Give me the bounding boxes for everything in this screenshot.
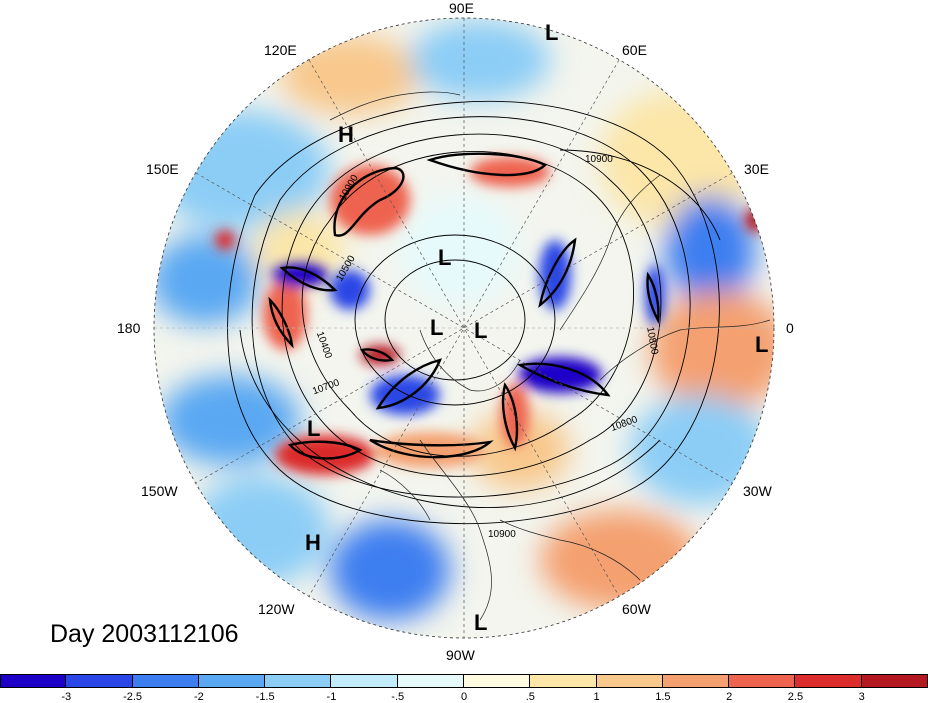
colorbar-tick-label: -2 (193, 691, 204, 703)
high-pressure-label: H (305, 530, 321, 555)
colorbar-tick-label: 0 (460, 691, 468, 703)
map-boundary (153, 17, 775, 639)
lon-label-0: 0 (786, 320, 794, 336)
colorbar-tick-label: -1 (326, 691, 337, 703)
lon-label-150w: 150W (141, 483, 178, 499)
colorbar-tick-label: 3 (858, 691, 865, 703)
graticule (154, 18, 774, 638)
lon-label-120e: 120E (264, 42, 297, 58)
colorbar-segment (66, 674, 133, 688)
colorbar-tick-label: 1 (593, 691, 600, 703)
coastlines (329, 91, 771, 621)
colorbar: -3 -2.5 -2 -1.5 -1 -.5 0 .5 1 1.5 2 2.5 3 (0, 674, 928, 703)
low-pressure-label: L (307, 416, 320, 441)
colorbar-segment (265, 674, 332, 688)
colorbar-tick-label: .5 (525, 691, 535, 703)
lon-label-150e: 150E (146, 161, 179, 177)
jet-contours (268, 152, 660, 460)
colorbar-segment (662, 674, 730, 688)
low-pressure-label: L (755, 332, 768, 357)
low-pressure-label: L (474, 318, 487, 343)
lon-label-120w: 120W (258, 601, 295, 617)
polar-stereographic-map: 10900 10900 10500 10400 10700 10900 1080… (117, 0, 794, 663)
low-pressure-label: L (545, 20, 558, 45)
contour-label: 10800 (644, 326, 660, 356)
colorbar-segment (729, 674, 796, 688)
colorbar-tick-label: -2.5 (123, 691, 143, 703)
lon-label-180: 180 (117, 320, 141, 336)
day-label: Day 2003112106 (50, 620, 239, 648)
colorbar-segment (861, 674, 928, 688)
colorbar-segment (397, 674, 464, 688)
colorbar-tick-label: -.5 (391, 691, 405, 703)
height-contours (227, 100, 721, 525)
colorbar-tick-label: 1.5 (655, 691, 671, 703)
colorbar-segment (596, 674, 663, 688)
colorbar-segment (530, 674, 597, 688)
longitude-labels: 90E 60E 30E 0 30W 60W 90W 120W 150W 180 … (117, 0, 794, 663)
colorbar-tick-label: -3 (61, 691, 72, 703)
lon-label-30w: 30W (743, 483, 773, 499)
lon-label-90w: 90W (446, 647, 476, 663)
low-pressure-label: L (474, 610, 487, 635)
lon-label-90e: 90E (449, 0, 474, 16)
pressure-markers: L H L L L L L H L (305, 20, 768, 635)
contour-label: 10900 (585, 154, 613, 165)
contour-label: 10900 (488, 529, 516, 540)
colorbar-segment (795, 674, 862, 688)
colorbar-tick-label: -1.5 (255, 691, 275, 703)
colorbar-segment (132, 674, 199, 688)
colorbar-tick-label: 2 (726, 691, 733, 703)
low-pressure-label: L (438, 245, 451, 270)
colorbar-segment (464, 674, 531, 688)
lon-label-60w: 60W (622, 601, 652, 617)
high-pressure-label: H (338, 122, 354, 147)
colorbar-segment (198, 674, 266, 688)
low-pressure-label: L (430, 315, 443, 340)
lon-label-30e: 30E (744, 161, 769, 177)
lon-label-60e: 60E (622, 42, 647, 58)
anomaly-field (154, 18, 774, 638)
colorbar-tick-label: 2.5 (787, 691, 804, 703)
colorbar-segment (0, 674, 67, 688)
colorbar-segment (331, 674, 398, 688)
